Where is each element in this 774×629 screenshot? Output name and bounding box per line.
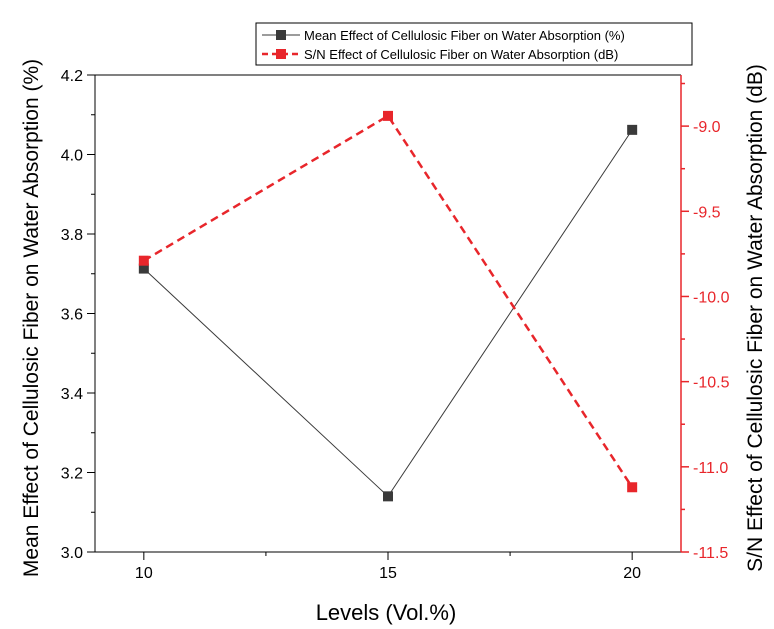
legend-label-mean: Mean Effect of Cellulosic Fiber on Water… [304, 28, 625, 43]
sn-series-point [627, 482, 638, 493]
y-left-tick-label: 3.4 [61, 386, 83, 403]
sn-series-line [143, 114, 634, 488]
y-right-tick-label: -11.0 [693, 460, 728, 477]
x-tick-label: 20 [623, 565, 641, 582]
mean-series-line [143, 129, 633, 498]
legend-box [255, 22, 693, 66]
legend-item-sn: S/N Effect of Cellulosic Fiber on Water … [262, 47, 618, 62]
legend-marker-sn [276, 49, 286, 59]
x-axis-label: Levels (Vol.%) [316, 600, 457, 625]
y-left-tick-label: 3.0 [61, 545, 83, 562]
y-left-tick-label: 4.0 [61, 148, 83, 165]
y-right-tick-label: -10.0 [693, 289, 730, 306]
mean-series-point [138, 263, 149, 274]
legend-item-mean: Mean Effect of Cellulosic Fiber on Water… [262, 28, 625, 43]
y-right-tick-label: -11.5 [693, 545, 728, 562]
y-axis-left-label: Mean Effect of Cellulosic Fiber on Water… [20, 59, 43, 577]
y-right-tick-label: -9.5 [693, 204, 721, 221]
sn-series-point [138, 255, 149, 266]
x-tick-label: 15 [379, 565, 397, 582]
mean-series-point [627, 124, 638, 135]
legend: Mean Effect of Cellulosic Fiber on Water… [255, 22, 693, 66]
y-left-tick-label: 4.2 [61, 68, 83, 85]
axis-ticks: 10 15 20 3.0 3.2 3.4 3.6 3.8 4.0 4.2 -11.5 -11.0 -10… [61, 68, 730, 582]
plot-frame [94, 74, 682, 553]
y-left-tick-label: 3.2 [61, 466, 83, 483]
y-right-tick-label: -10.5 [693, 375, 730, 392]
legend-marker-mean [276, 30, 286, 40]
y-axis-right-label: S/N Effect of Cellulosic Fiber on Water … [744, 64, 767, 572]
x-tick-label: 10 [135, 565, 153, 582]
mean-series-point [383, 491, 393, 502]
series-layer [138, 110, 638, 502]
y-left-tick-label: 3.8 [61, 227, 83, 244]
y-left-tick-label: 3.6 [61, 307, 83, 324]
sn-series-point [383, 110, 393, 121]
y-right-tick-label: -9.0 [693, 119, 721, 136]
legend-label-sn: S/N Effect of Cellulosic Fiber on Water … [304, 47, 618, 62]
